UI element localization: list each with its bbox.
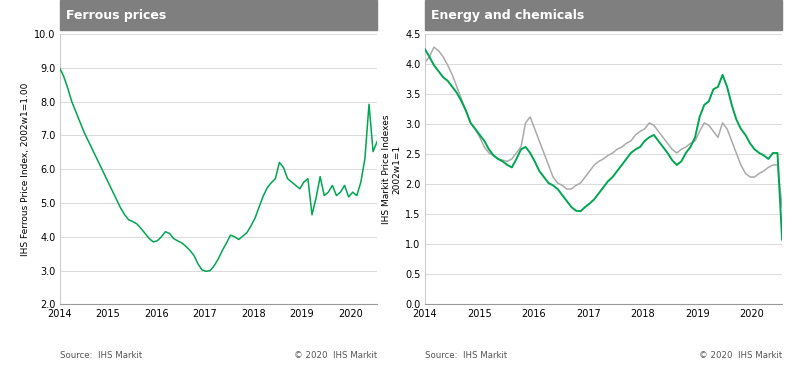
Text: Ferrous prices: Ferrous prices (66, 8, 166, 22)
Text: Source:  IHS Markit: Source: IHS Markit (60, 351, 142, 360)
Text: © 2020  IHS Markit: © 2020 IHS Markit (699, 351, 782, 360)
Legend: Energy, Chemicals: Energy, Chemicals (501, 364, 706, 369)
Y-axis label: IHS Markit Price Indexes
2002w1=1: IHS Markit Price Indexes 2002w1=1 (382, 114, 401, 224)
Text: © 2020  IHS Markit: © 2020 IHS Markit (294, 351, 377, 360)
Text: Energy and chemicals: Energy and chemicals (431, 8, 584, 22)
Text: Source:  IHS Markit: Source: IHS Markit (425, 351, 507, 360)
Y-axis label: IHS Ferrous Price Index, 2002w1=1.00: IHS Ferrous Price Index, 2002w1=1.00 (21, 83, 30, 256)
